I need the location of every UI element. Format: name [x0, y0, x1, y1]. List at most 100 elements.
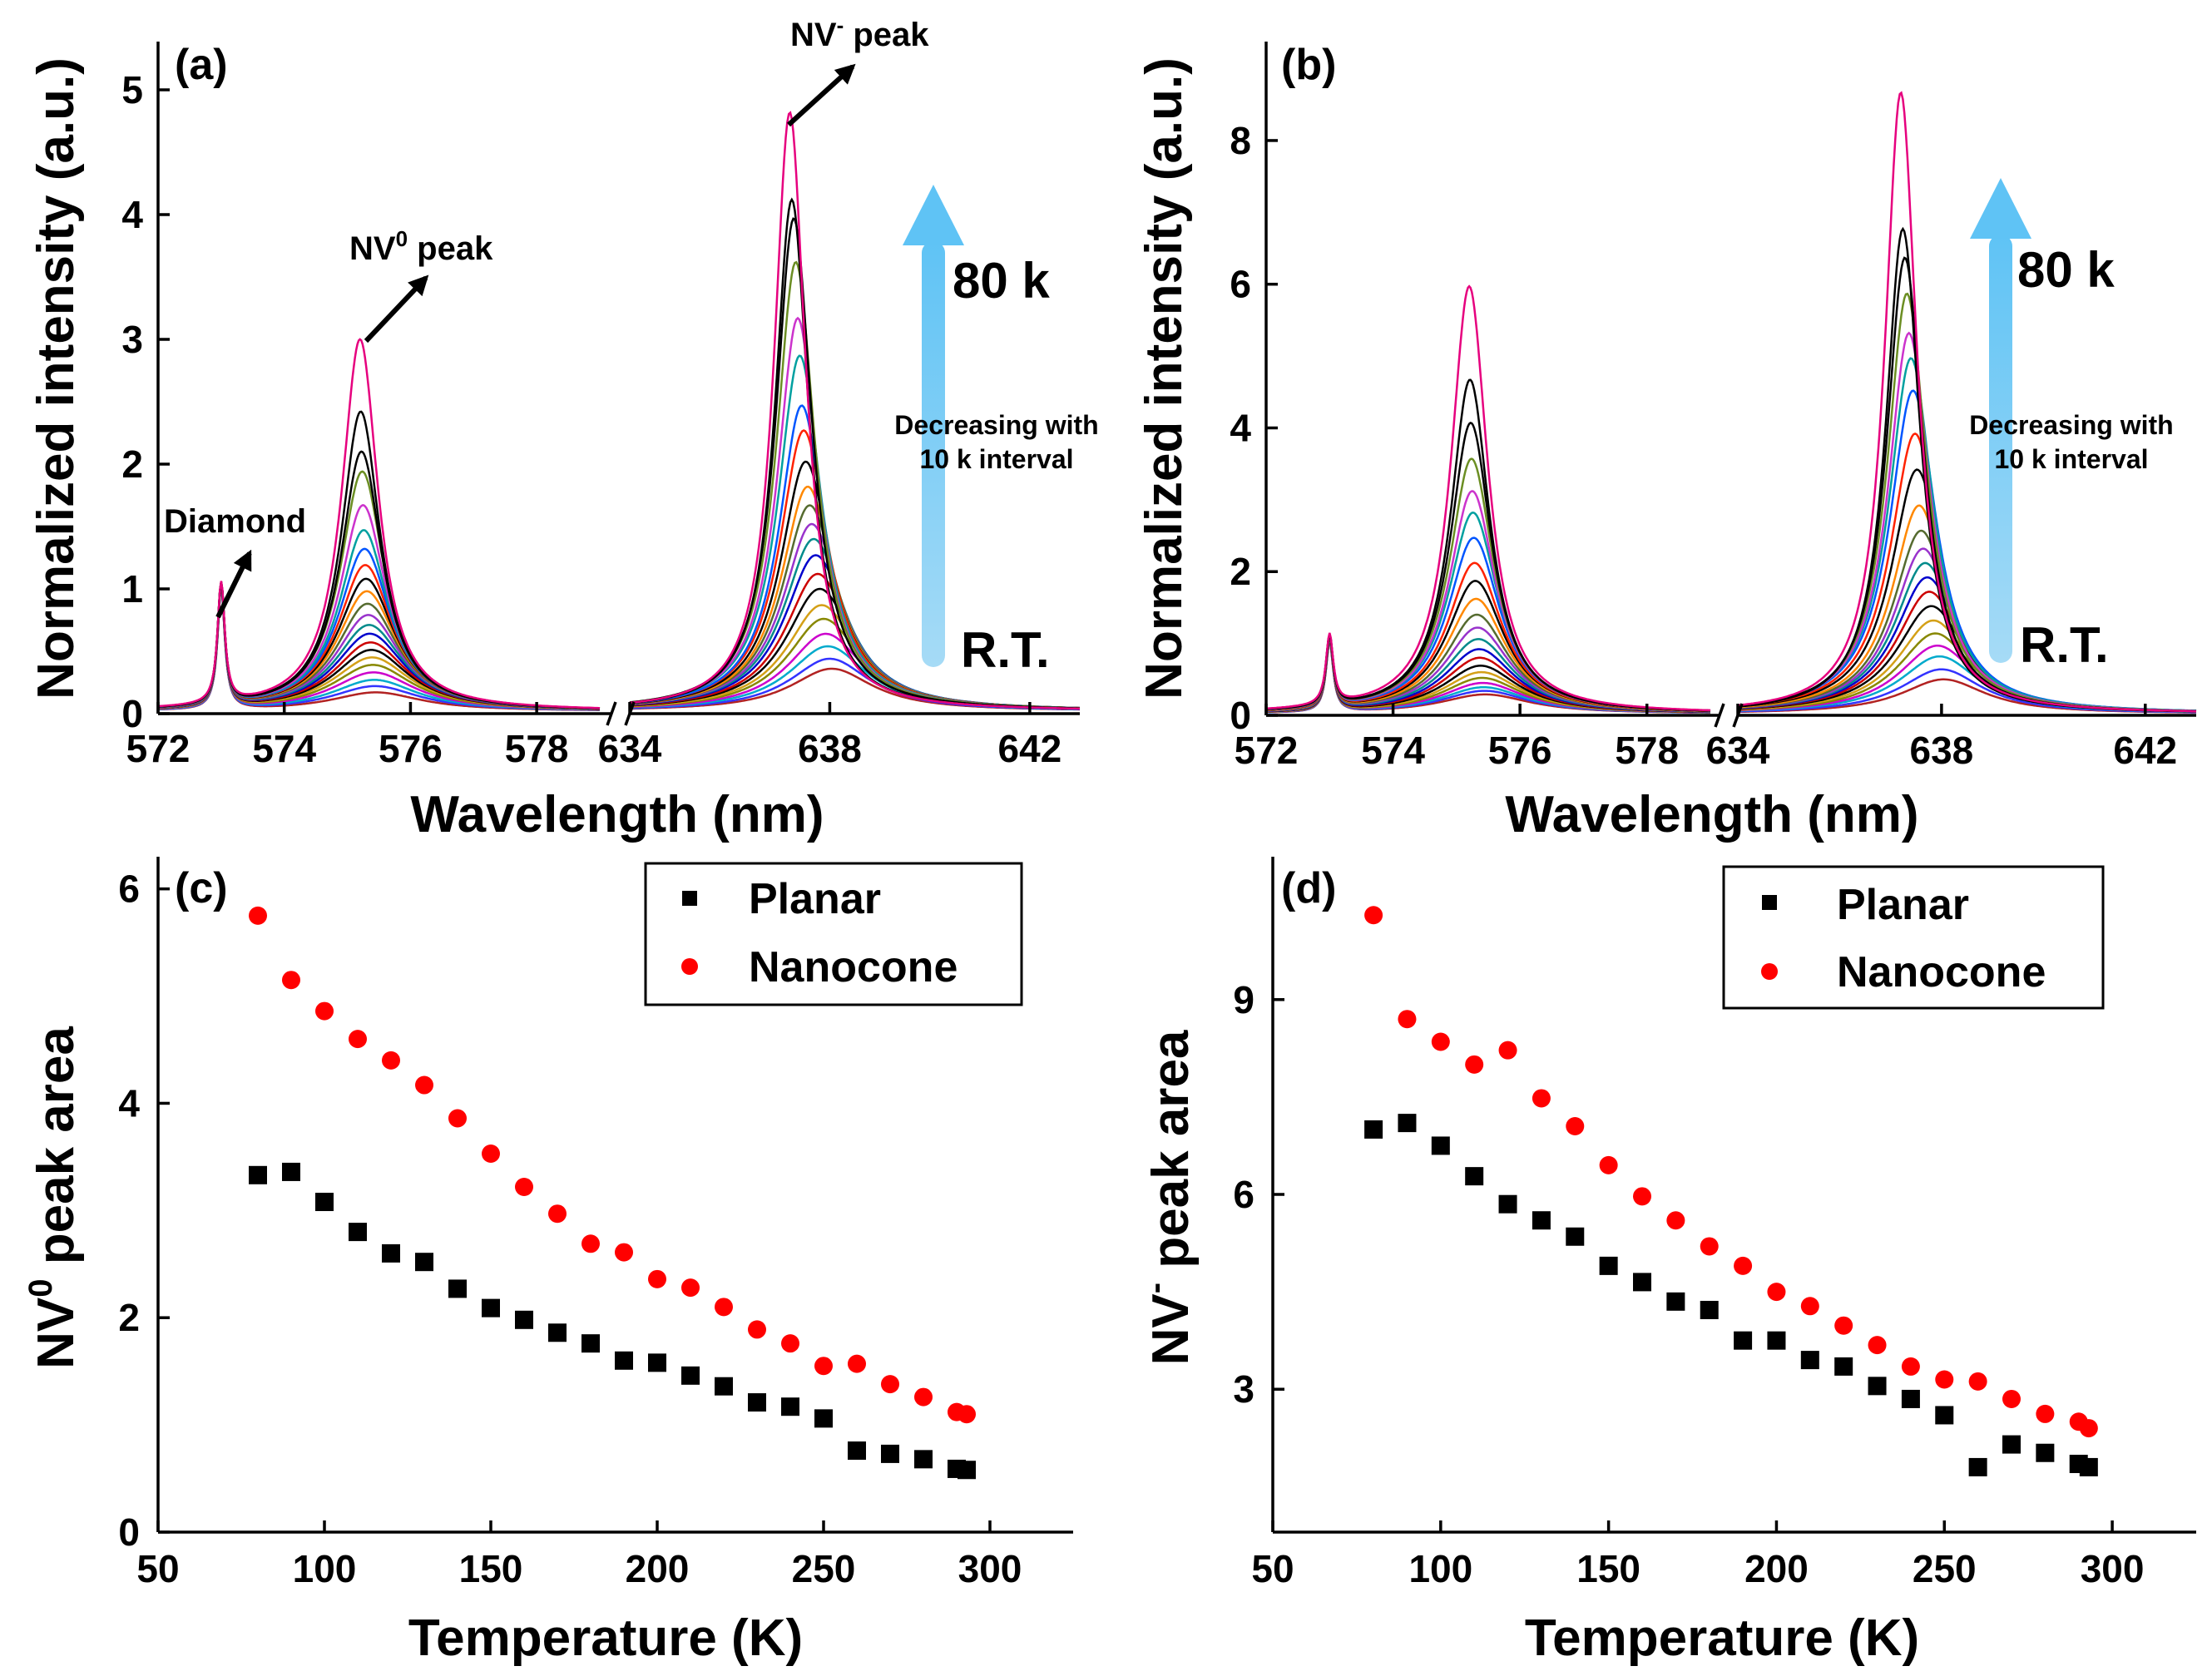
- d-point-planar: [1968, 1457, 1987, 1476]
- c-point-nanocone: [958, 1405, 976, 1424]
- c-point-planar: [415, 1253, 433, 1272]
- d-point-nanocone: [1968, 1372, 1987, 1391]
- d-point-planar: [1734, 1331, 1753, 1350]
- c-y-tick-label: 0: [118, 1510, 140, 1554]
- b-x-tick-label: 634: [1706, 729, 1770, 772]
- d-x-tick-label: 200: [1744, 1547, 1809, 1590]
- d-point-nanocone: [1532, 1089, 1551, 1108]
- a-x-tick-label: 574: [252, 727, 316, 770]
- c-point-nanocone: [349, 1030, 367, 1049]
- d-point-nanocone: [2036, 1404, 2055, 1423]
- d-point-nanocone: [1498, 1041, 1517, 1060]
- c-point-nanocone: [249, 906, 267, 925]
- d-point-nanocone: [2002, 1389, 2021, 1408]
- panel-d-legend-planar-marker: [1762, 895, 1777, 910]
- a-spectrum-right-0: [629, 111, 1080, 710]
- b-x-tick-label: 638: [1910, 729, 1974, 772]
- panel-c-y-ticks: 0 2 4 6: [118, 868, 170, 1554]
- panel-d-y-axis-title: NV- peak area: [1137, 1030, 1200, 1365]
- d-y-tick-label: 9: [1233, 978, 1254, 1021]
- b-x-tick-label: 574: [1361, 729, 1425, 772]
- c-point-nanocone: [814, 1357, 833, 1376]
- a-y-tick-label: 4: [121, 193, 143, 236]
- panel-a-y-ticks: 0 1 2 3 4 5: [121, 68, 170, 735]
- panel-b-x-axis-title: Wavelength (nm): [1505, 786, 1918, 843]
- c-point-nanocone: [681, 1278, 700, 1298]
- panel-a-y-axis-title: Normalized intensity (a.u.): [27, 57, 85, 700]
- d-x-tick-label: 250: [1913, 1547, 1977, 1590]
- d-point-nanocone: [1901, 1357, 1920, 1376]
- c-point-planar: [681, 1366, 700, 1385]
- panel-d-legend-planar: Planar: [1837, 881, 1969, 929]
- a-spectrum-left-1: [158, 410, 601, 709]
- d-point-planar: [2002, 1435, 2021, 1454]
- panel-c-x-ticks: 50 100 150 200 250 300: [136, 1520, 1022, 1590]
- c-x-tick-label: 50: [136, 1547, 179, 1590]
- c-point-planar: [848, 1441, 866, 1461]
- c-point-nanocone: [715, 1298, 733, 1317]
- panel-a-spectra: 0 1 2 3 4 5 572 574 576 578 634 638 642 (a) Wavelen…: [27, 12, 1099, 843]
- panel-a-nv0-arrow: [364, 274, 429, 344]
- c-point-planar: [914, 1450, 933, 1469]
- c-point-nanocone: [415, 1075, 433, 1095]
- c-point-planar: [615, 1351, 633, 1370]
- c-point-planar: [249, 1165, 267, 1184]
- d-point-nanocone: [1700, 1237, 1719, 1256]
- d-point-planar: [1465, 1167, 1484, 1186]
- a-x-tick-label: 642: [998, 727, 1062, 770]
- a-y-tick-label: 1: [121, 567, 143, 611]
- d-point-nanocone: [1633, 1187, 1651, 1206]
- d-point-planar: [1767, 1331, 1786, 1350]
- panel-d-x-ticks: 50 100 150 200 250 300: [1251, 1520, 2144, 1590]
- panel-d-scatter: 3 6 9 50 100 150 200 250 300 (d) Temperature (K…: [1137, 857, 2196, 1667]
- c-point-planar: [581, 1334, 600, 1353]
- panel-b-spectrum-curves: [1265, 91, 2197, 714]
- d-point-planar: [1431, 1136, 1450, 1155]
- panel-a-diamond-arrow: [215, 549, 252, 619]
- panel-c-legend-nanocone: Nanocone: [749, 943, 958, 991]
- panel-b-decreasing-line2: 10 k interval: [1995, 444, 2149, 474]
- c-point-nanocone: [615, 1243, 633, 1262]
- b-x-tick-label: 576: [1488, 729, 1552, 772]
- c-y-tick-label: 6: [118, 868, 140, 911]
- b-y-tick-label: 2: [1230, 550, 1251, 593]
- d-point-planar: [2079, 1457, 2098, 1476]
- a-spectrum-left-0: [157, 338, 600, 709]
- panel-d-x-axis-title: Temperature (K): [1525, 1609, 1919, 1667]
- c-point-planar: [958, 1461, 976, 1480]
- panel-a-blue-arrow: [903, 185, 964, 667]
- c-point-planar: [748, 1393, 766, 1412]
- b-x-tick-label: 642: [2113, 729, 2177, 772]
- d-y-tick-label: 6: [1233, 1173, 1254, 1216]
- panel-a-decreasing-line1: Decreasing with: [894, 410, 1098, 440]
- b-y-tick-label: 4: [1230, 406, 1251, 449]
- d-x-tick-label: 300: [2081, 1547, 2145, 1590]
- d-y-tick-label: 3: [1233, 1367, 1254, 1411]
- panel-d-y-ticks: 3 6 9: [1233, 978, 1284, 1411]
- a-y-tick-label: 3: [121, 318, 143, 361]
- d-point-nanocone: [1834, 1316, 1853, 1335]
- d-point-planar: [1498, 1194, 1517, 1214]
- c-point-planar: [648, 1353, 666, 1372]
- d-point-nanocone: [2079, 1419, 2098, 1438]
- b-x-tick-label: 572: [1235, 729, 1299, 772]
- d-point-nanocone: [1364, 906, 1383, 925]
- panel-a-rt-label: R.T.: [961, 622, 1050, 678]
- panel-b-label: (b): [1281, 41, 1336, 89]
- d-x-tick-label: 50: [1251, 1547, 1294, 1590]
- a-x-tick-label: 576: [379, 727, 443, 770]
- panel-d-legend-nanocone: Nanocone: [1837, 948, 2046, 996]
- d-point-nanocone: [1767, 1283, 1786, 1302]
- d-point-nanocone: [1868, 1336, 1887, 1355]
- c-point-planar: [881, 1444, 899, 1463]
- b-spectrum-right-8: [1737, 468, 2197, 712]
- c-point-nanocone: [482, 1145, 500, 1164]
- c-point-planar: [315, 1193, 334, 1212]
- a-y-tick-label: 2: [121, 442, 143, 486]
- panel-c-legend-planar-marker: [682, 891, 697, 906]
- b-spectrum-left-0: [1265, 284, 1710, 712]
- panel-b-decreasing-line1: Decreasing with: [1969, 410, 2173, 440]
- b-x-tick-label: 578: [1615, 729, 1679, 772]
- panel-c-y-axis-title: NV0 peak area: [22, 1026, 85, 1369]
- d-point-nanocone: [1599, 1155, 1618, 1174]
